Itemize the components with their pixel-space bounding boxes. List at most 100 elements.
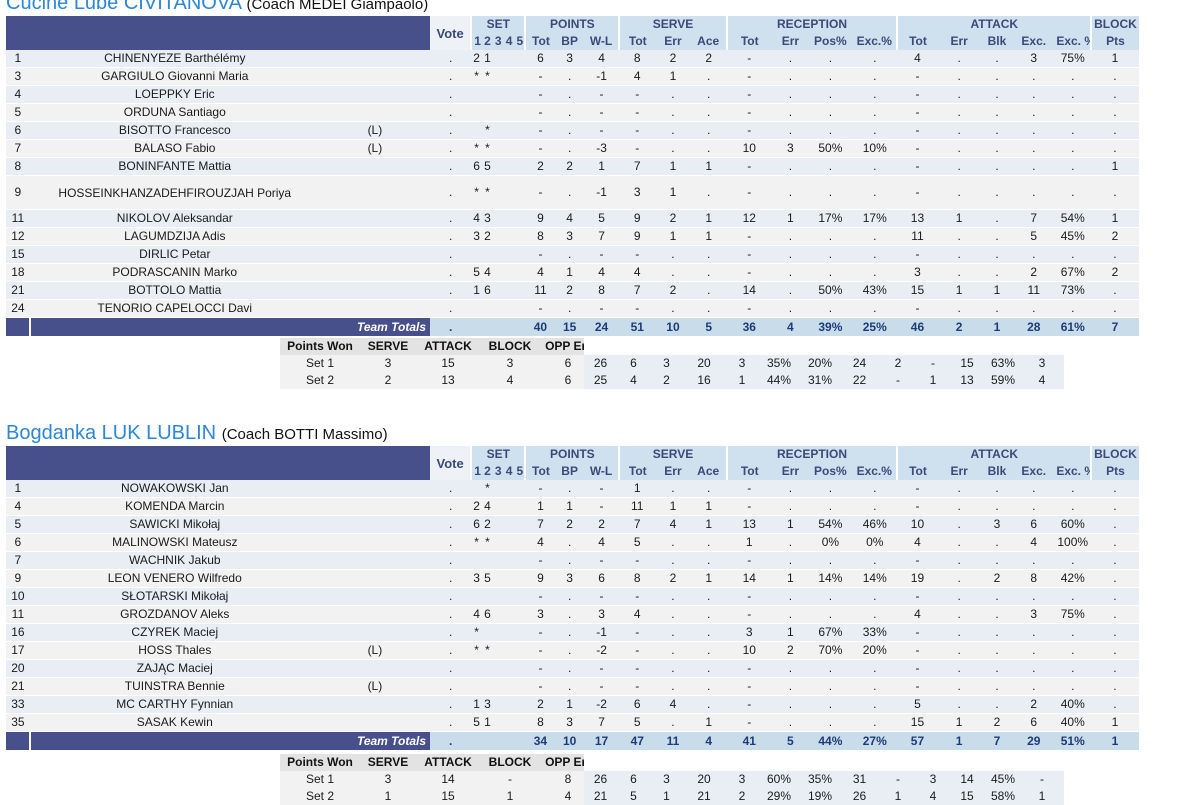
attack-value: - — [897, 641, 938, 660]
player-name[interactable]: SASAK Kewin — [29, 713, 320, 732]
reception-value: . — [852, 497, 898, 516]
reception-value: 50% — [808, 281, 853, 300]
player-name[interactable]: NIKOLOV Aleksandar — [29, 209, 320, 228]
team-name[interactable]: Cucine Lube CIVITANOVA — [6, 0, 241, 14]
header-set: SET — [470, 446, 526, 463]
libero-tag — [319, 67, 431, 86]
player-name[interactable]: LOEPPKY Eric — [29, 85, 320, 104]
player-name[interactable]: TENORIO CAPELOCCI Davi — [29, 299, 320, 318]
reception-value: 2 — [771, 641, 809, 660]
attack-value: 11 — [1013, 281, 1055, 300]
player-name[interactable]: ORDUNA Santiago — [29, 103, 320, 122]
set-position — [482, 587, 493, 606]
player-name[interactable]: CZYREK Maciej — [29, 623, 320, 642]
serve-value: 8 — [619, 50, 656, 68]
player-name[interactable]: TUINSTRA Bennie — [29, 677, 320, 696]
player-name[interactable]: WACHNIK Jakub — [29, 551, 320, 570]
player-number: 11 — [6, 209, 30, 228]
set-reception-value: 29% — [759, 788, 799, 805]
per-set-row: 21 5 1 21 2 29% 19% 26 1 4 15 58% 1 — [584, 788, 1114, 805]
attack-value: - — [897, 67, 938, 86]
team-totals-label: Team Totals — [29, 731, 431, 750]
points-value: - — [525, 103, 556, 122]
attack-value: 3 — [1013, 50, 1055, 68]
player-number: 33 — [6, 695, 30, 714]
player-number: 6 — [6, 533, 30, 552]
set-position — [503, 175, 515, 210]
reception-value: . — [771, 157, 809, 176]
set-position — [492, 209, 504, 228]
reception-value: . — [852, 157, 898, 176]
header-attack-1: Err — [937, 33, 981, 50]
header-set-2: 2 — [482, 463, 493, 480]
serve-value: 1 — [690, 569, 727, 588]
player-name[interactable]: GARGIULO Giovanni Maria — [29, 67, 320, 86]
player-number: 5 — [6, 515, 30, 534]
attack-value: . — [1054, 175, 1092, 210]
player-name[interactable]: SŁOTARSKI Mikołaj — [29, 587, 320, 606]
reception-value: . — [808, 67, 853, 86]
attack-value: 13 — [897, 209, 938, 228]
points-value: . — [555, 245, 584, 264]
team-title-home[interactable]: Cucine Lube CIVITANOVA (Coach MEDEI Giam… — [6, 0, 428, 15]
player-name[interactable]: NOWAKOWSKI Jan — [29, 480, 320, 498]
block-points: 2 — [1091, 263, 1139, 282]
vote-value: . — [430, 245, 472, 264]
player-name[interactable]: LAGUMDZIJA Adis — [29, 227, 320, 246]
attack-value: . — [937, 551, 981, 570]
reception-value: 3 — [726, 623, 772, 642]
set-position: 3 — [471, 227, 482, 246]
points-value: 4 — [583, 50, 620, 68]
player-name[interactable]: HOSS Thales — [29, 641, 320, 660]
player-name[interactable]: GROZDANOV Aleks — [29, 605, 320, 624]
set-position — [514, 227, 526, 246]
totals-serve: 10 — [655, 317, 691, 336]
vote-value: . — [430, 299, 472, 318]
points-won-value: 13 — [416, 372, 480, 389]
team-name[interactable]: Bogdanka LUK LUBLIN — [6, 422, 217, 444]
totals-attack: 51% — [1054, 731, 1092, 750]
player-name[interactable]: MALINOWSKI Mateusz — [29, 533, 320, 552]
serve-value: 1 — [690, 713, 727, 732]
points-value: - — [583, 85, 620, 104]
points-value: . — [555, 67, 584, 86]
totals-reception: 25% — [852, 317, 898, 336]
attack-value: . — [1054, 587, 1092, 606]
player-name[interactable]: ZAJĄC Maciej — [29, 659, 320, 678]
team-totals-spacer — [6, 731, 31, 750]
player-name[interactable]: BOTTOLO Mattia — [29, 281, 320, 300]
player-name[interactable]: BALASO Fabio — [29, 139, 320, 158]
player-name[interactable]: SAWICKI Mikołaj — [29, 515, 320, 534]
set-position: 1 — [471, 695, 482, 714]
player-name[interactable]: PODRASCANIN Marko — [29, 263, 320, 282]
player-name[interactable]: KOMENDA Marcin — [29, 497, 320, 516]
player-name[interactable]: BISOTTO Francesco — [29, 121, 320, 140]
attack-value: . — [980, 677, 1014, 696]
set-position — [503, 299, 515, 318]
set-position — [492, 50, 504, 68]
player-number: 16 — [6, 623, 30, 642]
player-name[interactable]: DIRLIC Petar — [29, 245, 320, 264]
attack-value: . — [980, 227, 1014, 246]
points-value: - — [583, 677, 620, 696]
player-name[interactable]: LEON VENERO Wilfredo — [29, 569, 320, 588]
player-name[interactable]: HOSSEINKHANZADEHFIROUZJAH Poriya — [29, 175, 320, 210]
team-title-away[interactable]: Bogdanka LUK LUBLIN (Coach BOTTI Massimo… — [6, 423, 388, 445]
attack-value: 60% — [1054, 515, 1092, 534]
attack-value: . — [937, 157, 981, 176]
set-position: 6 — [482, 605, 493, 624]
set-reception-value: 1 — [725, 372, 759, 389]
libero-tag — [319, 227, 431, 246]
attack-value: . — [937, 139, 981, 158]
vote-value: . — [430, 569, 472, 588]
attack-value: 2 — [980, 569, 1014, 588]
player-name[interactable]: CHINENYEZE Barthélémy — [29, 50, 320, 68]
reception-value: 10% — [852, 139, 898, 158]
player-name[interactable]: BONINFANTE Mattia — [29, 157, 320, 176]
player-name[interactable]: MC CARTHY Fynnian — [29, 695, 320, 714]
vote-value: . — [430, 281, 472, 300]
serve-value: . — [690, 121, 727, 140]
player-number: 12 — [6, 227, 30, 246]
reception-value: . — [808, 551, 853, 570]
serve-value: . — [690, 299, 727, 318]
